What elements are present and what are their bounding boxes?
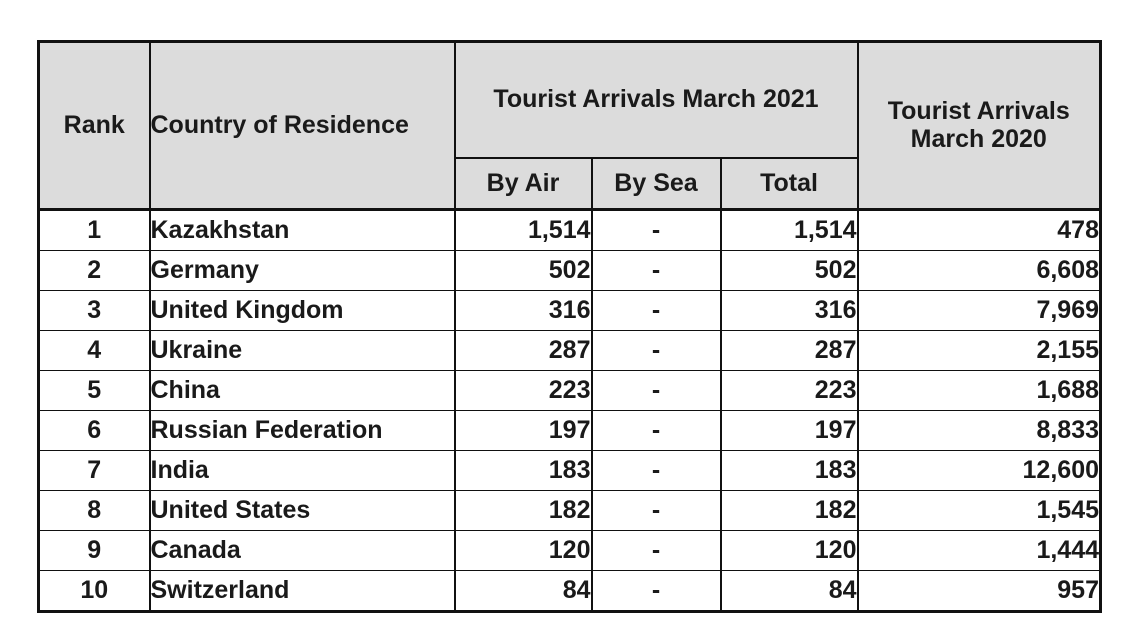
by-air-cell: 120 (453, 530, 593, 571)
table-row: 2 Germany 502-502 6,608 (37, 250, 1102, 291)
by-air-cell: 183 (453, 450, 593, 491)
arrivals-2020-cell: 7,969 (856, 290, 1102, 331)
by-sea-cell: - (590, 450, 722, 491)
total-cell: 120 (719, 530, 859, 571)
total-cell: 1,514 (719, 208, 859, 251)
country-cell: Canada (148, 530, 456, 571)
country-cell: United States (148, 490, 456, 531)
table-row: 8 United States 182-182 1,545 (37, 490, 1102, 531)
rank-cell: 5 (37, 370, 151, 411)
arrivals-2020-cell: 478 (856, 208, 1102, 251)
total-cell: 287 (719, 330, 859, 371)
country-cell: Kazakhstan (148, 208, 456, 251)
country-cell: India (148, 450, 456, 491)
by-sea-cell: - (590, 410, 722, 451)
rank-header: Rank (37, 40, 151, 211)
by-sea-cell: - (590, 250, 722, 291)
rank-cell: 1 (37, 208, 151, 251)
arrivals-2020-cell: 6,608 (856, 250, 1102, 291)
arrivals-2020-cell: 1,444 (856, 530, 1102, 571)
total-cell: 84 (719, 570, 859, 612)
by-sea-header: By Sea (590, 157, 722, 211)
table-body: 1 Kazakhstan 1,514-1,514 478 2 Germany 502-502… (37, 208, 1102, 612)
rank-cell: 10 (37, 570, 151, 612)
rank-cell: 8 (37, 490, 151, 531)
by-air-cell: 502 (453, 250, 593, 291)
country-cell: Germany (148, 250, 456, 291)
by-sea-cell: - (590, 290, 722, 331)
rank-cell: 6 (37, 410, 151, 451)
header-row-top: Rank Country of Residence Tourist Arriva… (37, 40, 1102, 211)
total-cell: 316 (719, 290, 859, 331)
country-cell: China (148, 370, 456, 411)
table-row: 5 China 223-223 1,688 (37, 370, 1102, 411)
arrivals-2020-cell: 8,833 (856, 410, 1102, 451)
by-air-cell: 316 (453, 290, 593, 331)
country-cell: Switzerland (148, 570, 456, 612)
header-row-sub: By Air By Sea Total (39, 157, 1101, 211)
total-cell: 183 (719, 450, 859, 491)
by-air-cell: 197 (453, 410, 593, 451)
total-header: Total (719, 157, 859, 211)
table-row: 6 Russian Federation 197-197 8,833 (37, 410, 1102, 451)
by-air-cell: 182 (453, 490, 593, 531)
rank-cell: 4 (37, 330, 151, 371)
total-cell: 182 (719, 490, 859, 531)
by-sea-cell: - (590, 530, 722, 571)
rank-cell: 3 (37, 290, 151, 331)
rank-cell: 2 (37, 250, 151, 291)
tourist-arrivals-table: Rank Country of Residence Tourist Arriva… (37, 40, 1102, 613)
arrivals-2020-cell: 1,545 (856, 490, 1102, 531)
by-sea-cell: - (590, 370, 722, 411)
arrivals-2020-cell: 957 (856, 570, 1102, 612)
by-air-cell: 287 (453, 330, 593, 371)
table-row: 9 Canada 120-120 1,444 (37, 530, 1102, 571)
table-row: 4 Ukraine 287-287 2,155 (37, 330, 1102, 371)
total-cell: 502 (719, 250, 859, 291)
by-sea-cell: - (590, 208, 722, 251)
country-cell: Russian Federation (148, 410, 456, 451)
by-sea-cell: - (590, 330, 722, 371)
country-cell: United Kingdom (148, 290, 456, 331)
rank-cell: 9 (37, 530, 151, 571)
total-cell: 197 (719, 410, 859, 451)
by-air-cell: 84 (453, 570, 593, 612)
by-air-cell: 1,514 (453, 208, 593, 251)
by-sea-cell: - (590, 490, 722, 531)
table-header: Rank Country of Residence Tourist Arriva… (37, 40, 1102, 211)
country-cell: Ukraine (148, 330, 456, 371)
arrivals-2020-header: Tourist Arrivals March 2020 (856, 40, 1102, 211)
table-row: 3 United Kingdom 316-316 7,969 (37, 290, 1102, 331)
table-row: 1 Kazakhstan 1,514-1,514 478 (37, 208, 1102, 251)
by-air-cell: 223 (453, 370, 593, 411)
table-row: 7 India 183-183 12,600 (37, 450, 1102, 491)
by-air-header: By Air (453, 157, 593, 211)
by-sea-cell: - (590, 570, 722, 612)
arrivals-2020-cell: 1,688 (856, 370, 1102, 411)
total-cell: 223 (719, 370, 859, 411)
arrivals-2020-cell: 2,155 (856, 330, 1102, 371)
table-row: 10 Switzerland 84-84 957 (37, 570, 1102, 612)
arrivals-2021-header: Tourist Arrivals March 2021 (453, 40, 859, 159)
country-header: Country of Residence (148, 40, 456, 211)
arrivals-2020-cell: 12,600 (856, 450, 1102, 491)
rank-cell: 7 (37, 450, 151, 491)
